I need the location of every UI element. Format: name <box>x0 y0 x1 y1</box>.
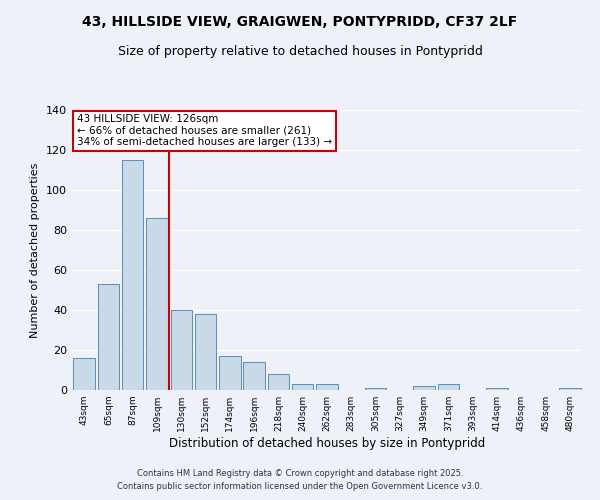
Bar <box>487 388 508 390</box>
Bar <box>73 358 95 390</box>
Bar <box>170 310 192 390</box>
Bar <box>146 218 167 390</box>
Bar <box>365 388 386 390</box>
Bar <box>122 160 143 390</box>
Bar <box>438 384 459 390</box>
Bar <box>316 384 338 390</box>
Text: 43 HILLSIDE VIEW: 126sqm
← 66% of detached houses are smaller (261)
34% of semi-: 43 HILLSIDE VIEW: 126sqm ← 66% of detach… <box>77 114 332 148</box>
Text: Size of property relative to detached houses in Pontypridd: Size of property relative to detached ho… <box>118 45 482 58</box>
Bar <box>98 284 119 390</box>
Text: Contains public sector information licensed under the Open Government Licence v3: Contains public sector information licen… <box>118 482 482 491</box>
Bar <box>244 362 265 390</box>
Text: Contains HM Land Registry data © Crown copyright and database right 2025.: Contains HM Land Registry data © Crown c… <box>137 468 463 477</box>
Text: 43, HILLSIDE VIEW, GRAIGWEN, PONTYPRIDD, CF37 2LF: 43, HILLSIDE VIEW, GRAIGWEN, PONTYPRIDD,… <box>82 15 518 29</box>
Bar <box>413 386 435 390</box>
Bar <box>292 384 313 390</box>
Bar <box>219 356 241 390</box>
Bar <box>195 314 216 390</box>
Bar <box>268 374 289 390</box>
X-axis label: Distribution of detached houses by size in Pontypridd: Distribution of detached houses by size … <box>169 437 485 450</box>
Y-axis label: Number of detached properties: Number of detached properties <box>31 162 40 338</box>
Bar <box>559 388 581 390</box>
